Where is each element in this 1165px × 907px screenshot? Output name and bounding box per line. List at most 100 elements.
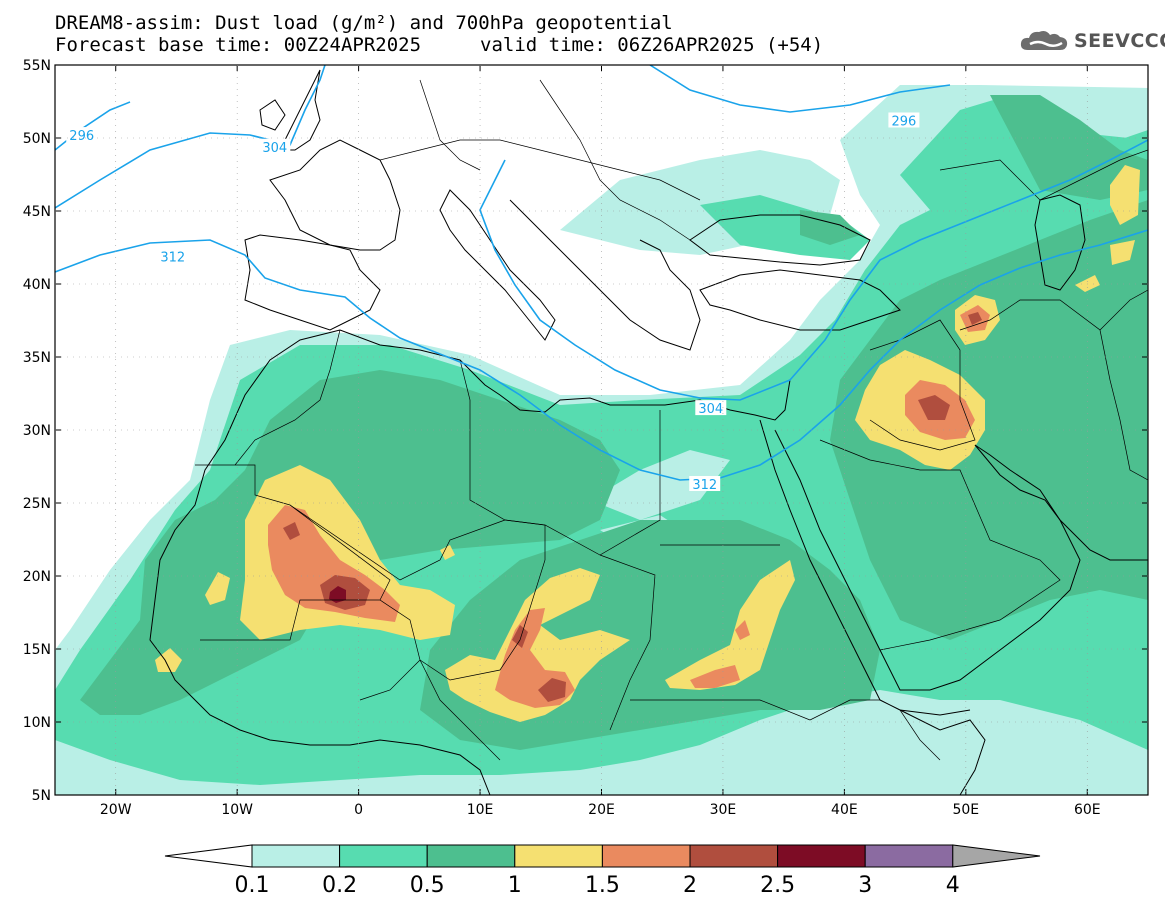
coastline-africa-west xyxy=(149,329,491,795)
border-nigeria xyxy=(419,659,501,761)
dust-band-2-sahara-b xyxy=(283,522,300,540)
contour-label-bg xyxy=(66,127,98,143)
contour-label: 296 xyxy=(69,129,94,144)
colorbar-left-tip xyxy=(164,844,253,868)
colorbar-segment xyxy=(864,844,954,868)
lat-tick-label: 30N xyxy=(23,423,51,439)
graticule xyxy=(55,65,1148,795)
dust-band-1-chad xyxy=(445,568,630,722)
lon-tick-label: 10W xyxy=(221,802,253,818)
lat-tick-label: 10N xyxy=(23,715,51,731)
geopotential-contours xyxy=(55,65,1148,481)
colorbar-segment xyxy=(426,844,516,868)
dust-band-1-caspian xyxy=(1110,165,1140,225)
contour-label: 304 xyxy=(262,141,287,156)
colorbar-label: 2.5 xyxy=(760,873,796,898)
lon-tick-label: 0 xyxy=(354,802,363,818)
dust-field xyxy=(55,85,1148,795)
latitude-axis: 5N 10N 15N 20N 25N 30N 35N 40N 45N 50N 55N xyxy=(23,58,1148,804)
contour-labels: 296 304 312 296 304 312 xyxy=(66,112,920,493)
lon-tick-label: 10E xyxy=(467,802,494,818)
coastline-black-sea xyxy=(689,214,871,266)
colorbar-segment xyxy=(514,844,603,868)
contour-304-central xyxy=(479,139,1148,401)
border-kazakh xyxy=(939,149,1148,201)
coastline-caspian xyxy=(1034,194,1086,291)
colorbar-label: 1 xyxy=(507,873,522,898)
coastline-iberia xyxy=(244,234,381,331)
lat-tick-label: 45N xyxy=(23,204,51,220)
colorbar-label: 0.1 xyxy=(234,873,270,898)
lon-tick-label: 40E xyxy=(831,802,858,818)
contour-label: 296 xyxy=(891,114,916,129)
coastline-persian-gulf xyxy=(974,444,1148,561)
colorbar-label: 4 xyxy=(945,873,960,898)
map-title: DREAM8-assim: Dust load (g/m²) and 700hP… xyxy=(55,12,673,34)
contour-label-bg xyxy=(259,138,291,154)
dust-band-0-5-ne xyxy=(990,95,1148,200)
colorbar xyxy=(164,844,1041,868)
border-germany xyxy=(419,79,481,171)
dust-band-2-chad-b xyxy=(512,625,528,648)
dust-band-1-mauritania xyxy=(205,572,230,605)
colorbar-segment xyxy=(601,844,691,868)
lat-tick-label: 5N xyxy=(32,788,51,804)
dust-band-2-iraq xyxy=(918,395,950,420)
coastline-somalia xyxy=(899,709,986,795)
contour-label: 312 xyxy=(692,478,717,493)
border-ethiopia xyxy=(809,699,941,761)
contour-label-bg xyxy=(888,112,920,128)
dust-band-2-iran xyxy=(968,312,982,325)
border-algeria-tunisia xyxy=(459,359,471,430)
forecast-base-time: Forecast base time: 00Z24APR2025 xyxy=(55,34,422,56)
dust-band-1-5-sudan xyxy=(690,665,740,688)
contour-296-central xyxy=(649,65,951,113)
contour-label-bg xyxy=(689,476,721,492)
border-mauritania xyxy=(195,464,391,641)
border-iraq xyxy=(869,319,976,451)
lon-tick-label: 30E xyxy=(710,802,737,818)
contour-304-west xyxy=(55,65,326,209)
coastlines xyxy=(149,69,1148,795)
coastline-arabia xyxy=(774,429,1081,691)
border-central-europe xyxy=(379,139,701,201)
contour-label-bg xyxy=(157,248,189,264)
dust-band-1-5-sudan-b xyxy=(735,620,750,640)
valid-time: valid time: 06Z26APR2025 (+54) xyxy=(480,34,824,56)
lat-tick-label: 55N xyxy=(23,58,51,74)
colorbar-segment xyxy=(777,844,866,868)
colorbar-label: 2 xyxy=(683,873,697,898)
lon-tick-label: 20E xyxy=(588,802,615,818)
lat-tick-label: 25N xyxy=(23,496,51,512)
colorbar-segment xyxy=(689,844,779,868)
contour-312 xyxy=(55,229,1148,481)
contour-label-bg xyxy=(695,400,727,416)
colorbar-segment xyxy=(339,844,428,868)
border-libya xyxy=(469,410,661,556)
colorbar-label: 0.5 xyxy=(409,873,445,898)
contour-label: 304 xyxy=(698,402,723,417)
lat-tick-label: 40N xyxy=(23,277,51,293)
dust-band-1-afghan xyxy=(1110,240,1135,265)
dust-band-1-sahara-s xyxy=(440,545,455,560)
coastline-balkans xyxy=(509,199,701,351)
colorbar-right-tip xyxy=(952,844,1041,868)
dust-band-2-chad xyxy=(538,678,566,702)
cloud-icon xyxy=(1020,31,1068,50)
colorbar-label: 0.2 xyxy=(322,873,358,898)
country-borders xyxy=(195,79,1148,761)
border-saudi xyxy=(819,439,1061,651)
border-morocco-algeria xyxy=(234,329,341,466)
lon-tick-label: 60E xyxy=(1074,802,1101,818)
coastline-ireland xyxy=(259,99,286,131)
lat-tick-label: 15N xyxy=(23,642,51,658)
coastline-red-sea-west xyxy=(759,419,971,716)
contour-label: 312 xyxy=(160,250,185,265)
border-eastern-europe xyxy=(539,79,691,241)
lat-tick-label: 20N xyxy=(23,569,51,585)
border-sudan-south xyxy=(630,699,811,721)
dust-band-1-gambia xyxy=(155,648,182,672)
seevccc-logo: SEEVCCC xyxy=(1018,26,1165,56)
longitude-axis: 20W 10W 0 10E 20E 30E 40E 50E 60E xyxy=(100,65,1101,818)
